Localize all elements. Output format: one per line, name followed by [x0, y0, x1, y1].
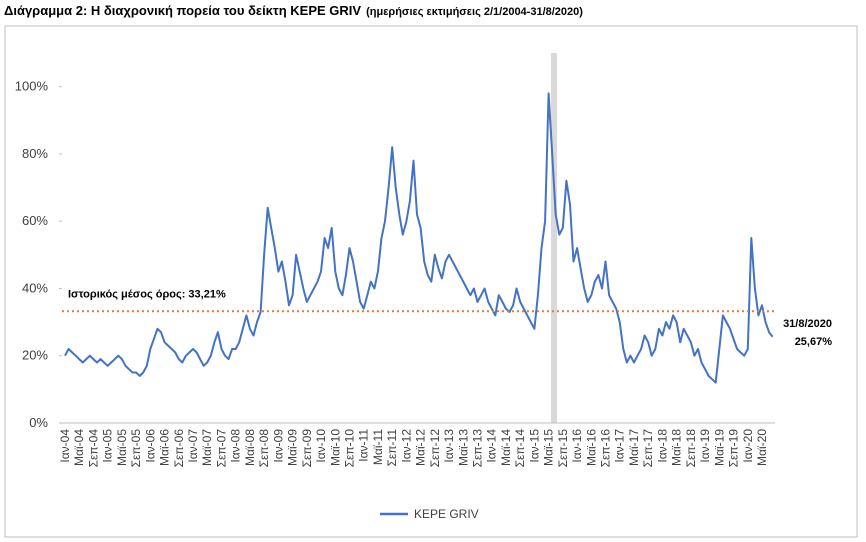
x-tick-label: Ιαν-10	[314, 429, 328, 463]
x-tick-label: Σεπ-17	[641, 429, 655, 468]
x-tick-label: Μαϊ-14	[499, 429, 513, 466]
x-tick-label: Ιαν-14	[485, 429, 499, 463]
x-tick-label: Μαϊ-04	[72, 429, 86, 466]
x-tick-label: Ιαν-17	[613, 429, 627, 463]
y-tick-label: 60%	[22, 213, 48, 228]
x-tick-label: Ιαν-16	[570, 429, 584, 463]
x-tick-label: Μαϊ-05	[115, 429, 129, 466]
x-tick-label: Μαϊ-20	[755, 429, 769, 466]
x-tick-label: Σεπ-04	[86, 429, 100, 468]
x-tick-label: Ιαν-20	[741, 429, 755, 463]
x-tick-label: Ιαν-05	[101, 429, 115, 463]
x-tick-label: Σεπ-05	[129, 429, 143, 468]
title: Διάγραμμα 2: Η διαχρονική πορεία του δεί…	[4, 3, 361, 18]
x-tick-label: Σεπ-14	[513, 429, 527, 468]
x-tick-label: Σεπ-12	[428, 429, 442, 468]
x-tick-label: Μαϊ-17	[627, 429, 641, 466]
y-tick-label: 0%	[29, 415, 48, 430]
x-tick-label: Ιαν-12	[399, 429, 413, 463]
x-tick-label: Σεπ-16	[599, 429, 613, 468]
x-tick-label: Ιαν-11	[357, 429, 371, 462]
x-tick-label: Μαϊ-15	[542, 429, 556, 466]
x-tick-label: Σεπ-08	[257, 429, 271, 468]
x-tick-label: Ιαν-13	[442, 429, 456, 463]
x-tick-label: Σεπ-10	[342, 429, 356, 468]
x-tick-label: Ιαν-19	[698, 429, 712, 463]
x-tick-label: Ιαν-18	[655, 429, 669, 463]
shaded-period	[551, 53, 557, 423]
x-tick-label: Μαϊ-10	[328, 429, 342, 466]
x-tick-label: Μαϊ-09	[286, 429, 300, 466]
x-tick-label: Μαϊ-13	[456, 429, 470, 466]
x-tick-label: Μαϊ-11	[371, 429, 385, 465]
y-tick-label: 80%	[22, 146, 48, 161]
x-tick-label: Μαϊ-08	[243, 429, 257, 466]
x-tick-label: Σεπ-18	[684, 429, 698, 468]
x-tick-label: Σεπ-13	[470, 429, 484, 468]
legend-label: ΚΕΡΕ GRIV	[414, 507, 479, 521]
subtitle: (ημερήσιες εκτιμήσεις 2/1/2004-31/8/2020…	[366, 6, 583, 18]
x-tick-label: Ιαν-09	[271, 429, 285, 463]
mean-label: Ιστορικός μέσος όρος: 33,21%	[68, 288, 226, 300]
x-tick-label: Μαϊ-16	[584, 429, 598, 466]
x-tick-label: Μαϊ-06	[158, 429, 172, 466]
x-tick-label: Σεπ-09	[300, 429, 314, 468]
chart-frame	[4, 25, 858, 538]
chart-title: Διάγραμμα 2: Η διαχρονική πορεία του δεί…	[4, 3, 583, 18]
x-tick-label: Σεπ-06	[172, 429, 186, 468]
x-tick-label: Ιαν-04	[58, 429, 72, 463]
x-tick-label: Σεπ-07	[214, 429, 228, 468]
end-date: 31/8/2020	[783, 318, 832, 330]
x-tick-label: Ιαν-08	[229, 429, 243, 463]
x-tick-label: Μαϊ-18	[670, 429, 684, 466]
x-tick-label: Σεπ-15	[556, 429, 570, 468]
y-tick-label: 100%	[15, 79, 49, 94]
x-tick-label: Ιαν-07	[186, 429, 200, 463]
x-tick-label: Μαϊ-07	[200, 429, 214, 466]
x-tick-label: Σεπ-19	[727, 429, 741, 468]
y-tick-label: 20%	[22, 348, 48, 363]
x-tick-label: Μαϊ-12	[414, 429, 428, 466]
x-tick-label: Ιαν-06	[143, 429, 157, 463]
series-line	[64, 92, 774, 384]
x-tick-label: Σεπ-11	[385, 429, 399, 467]
end-value: 25,67%	[795, 336, 833, 348]
y-tick-label: 40%	[22, 280, 48, 295]
x-tick-label: Ιαν-15	[527, 429, 541, 463]
x-tick-label: Μαϊ-19	[712, 429, 726, 466]
